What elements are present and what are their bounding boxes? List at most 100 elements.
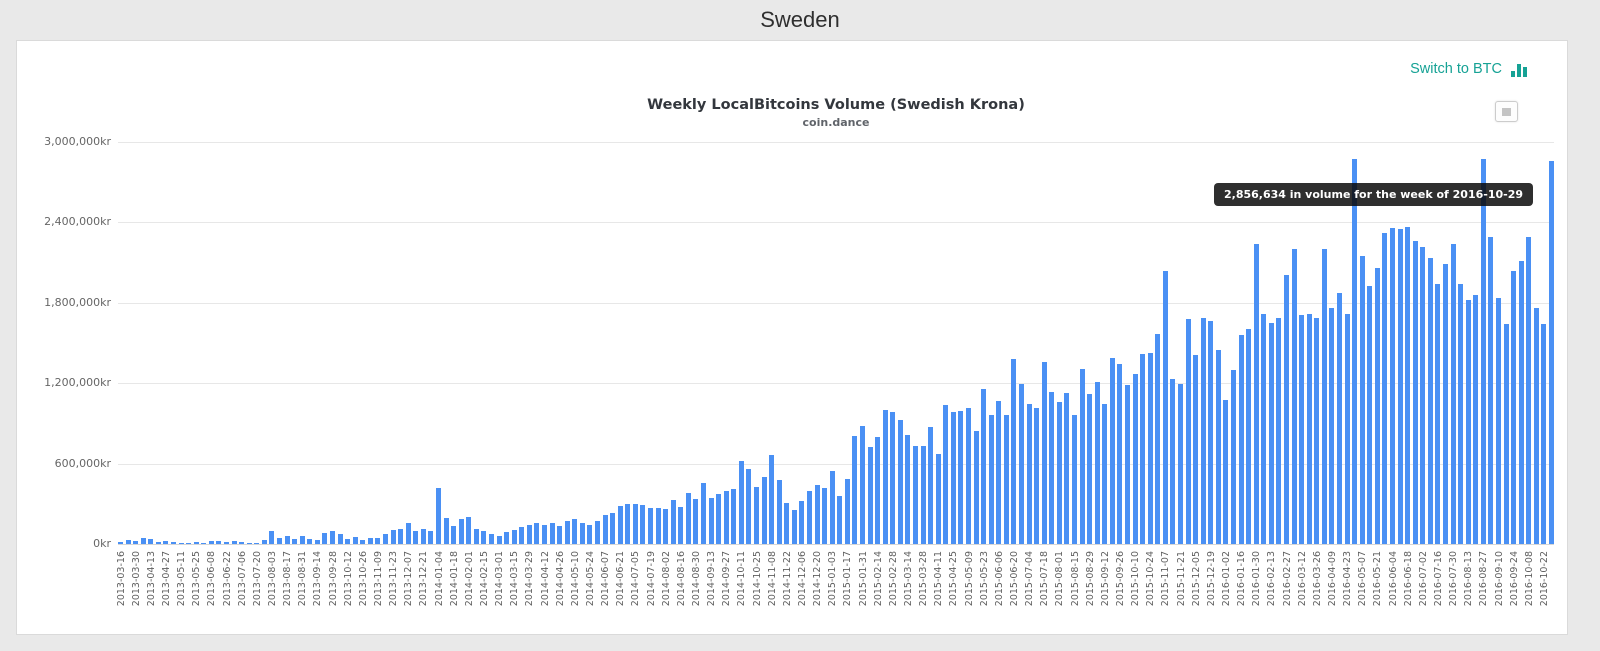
volume-bar[interactable] xyxy=(1329,308,1335,544)
volume-bar[interactable] xyxy=(1314,318,1320,544)
volume-bar[interactable] xyxy=(882,410,888,544)
volume-bar[interactable] xyxy=(723,490,729,544)
volume-bar[interactable] xyxy=(519,526,525,544)
export-menu-button[interactable] xyxy=(1495,101,1518,122)
volume-bar[interactable] xyxy=(754,487,759,544)
volume-bar[interactable] xyxy=(1231,370,1236,544)
volume-bar[interactable] xyxy=(1465,300,1471,544)
volume-bar[interactable] xyxy=(632,504,638,544)
volume-bar[interactable] xyxy=(1268,323,1274,544)
volume-bar[interactable] xyxy=(269,531,275,544)
volume-bar[interactable] xyxy=(140,537,146,544)
volume-bar[interactable] xyxy=(405,522,411,544)
volume-bar[interactable] xyxy=(1215,349,1221,544)
volume-bar[interactable] xyxy=(352,537,358,544)
volume-bar[interactable] xyxy=(133,541,139,544)
volume-bar[interactable] xyxy=(216,541,222,544)
volume-bar[interactable] xyxy=(913,446,918,544)
volume-bar[interactable] xyxy=(966,408,971,544)
volume-bar[interactable] xyxy=(1162,271,1168,544)
volume-bar[interactable] xyxy=(867,446,873,544)
volume-bar[interactable] xyxy=(367,537,373,544)
volume-bar[interactable] xyxy=(958,411,964,544)
volume-bar[interactable] xyxy=(807,490,812,544)
volume-bar[interactable] xyxy=(822,488,828,544)
volume-bar[interactable] xyxy=(1397,229,1403,544)
volume-bar[interactable] xyxy=(1026,403,1032,544)
volume-bar[interactable] xyxy=(1359,256,1365,544)
volume-bar[interactable] xyxy=(897,420,903,544)
volume-bar[interactable] xyxy=(1200,318,1206,544)
volume-bar[interactable] xyxy=(693,498,699,544)
volume-bar[interactable] xyxy=(1003,415,1009,544)
volume-bar[interactable] xyxy=(776,479,782,544)
volume-bar[interactable] xyxy=(307,539,313,544)
volume-bar[interactable] xyxy=(542,524,547,544)
volume-bar[interactable] xyxy=(1072,415,1077,544)
volume-bar[interactable] xyxy=(1549,161,1554,544)
volume-bar[interactable] xyxy=(201,542,207,544)
volume-bar[interactable] xyxy=(1344,314,1350,544)
volume-bar[interactable] xyxy=(458,518,464,544)
volume-bar[interactable] xyxy=(1390,228,1395,544)
volume-bar[interactable] xyxy=(981,388,987,544)
volume-bar[interactable] xyxy=(125,539,131,544)
volume-bar[interactable] xyxy=(1435,284,1441,544)
volume-bar[interactable] xyxy=(496,535,502,544)
volume-bar[interactable] xyxy=(1337,293,1342,544)
volume-bar[interactable] xyxy=(950,412,956,544)
volume-bar[interactable] xyxy=(1450,244,1456,544)
volume-bar[interactable] xyxy=(413,531,419,544)
volume-bar[interactable] xyxy=(1518,260,1524,544)
volume-bar[interactable] xyxy=(1427,258,1433,544)
volume-bar[interactable] xyxy=(155,542,161,544)
volume-bar[interactable] xyxy=(1526,237,1532,544)
volume-bar[interactable] xyxy=(1147,352,1153,544)
volume-bar[interactable] xyxy=(1511,270,1517,544)
volume-bar[interactable] xyxy=(1087,394,1093,544)
volume-bar[interactable] xyxy=(1125,385,1130,544)
volume-bar[interactable] xyxy=(1496,298,1501,544)
volume-bar[interactable] xyxy=(1223,400,1229,544)
volume-bar[interactable] xyxy=(1253,244,1259,544)
volume-bar[interactable] xyxy=(1155,334,1161,544)
volume-bar[interactable] xyxy=(731,489,737,544)
volume-bar[interactable] xyxy=(996,401,1002,544)
volume-bar[interactable] xyxy=(193,542,199,544)
volume-bar[interactable] xyxy=(1352,159,1358,544)
volume-bar[interactable] xyxy=(829,470,835,544)
volume-bar[interactable] xyxy=(1533,308,1539,544)
volume-bar[interactable] xyxy=(685,492,691,544)
volume-bar[interactable] xyxy=(1079,369,1085,544)
volume-bar[interactable] xyxy=(466,517,472,544)
volume-bar[interactable] xyxy=(254,542,260,544)
volume-bar[interactable] xyxy=(875,436,881,544)
volume-bar[interactable] xyxy=(1382,233,1388,544)
volume-bar[interactable] xyxy=(1019,384,1024,544)
volume-bar[interactable] xyxy=(1170,379,1176,544)
volume-bar[interactable] xyxy=(1117,364,1123,544)
volume-bar[interactable] xyxy=(231,541,237,544)
volume-bar[interactable] xyxy=(587,524,593,544)
volume-bar[interactable] xyxy=(1109,358,1115,544)
volume-bar[interactable] xyxy=(1246,329,1252,544)
volume-bar[interactable] xyxy=(489,533,494,544)
volume-bar[interactable] xyxy=(617,506,623,544)
volume-bar[interactable] xyxy=(1094,382,1100,544)
volume-bar[interactable] xyxy=(648,507,653,544)
volume-bar[interactable] xyxy=(988,415,994,544)
volume-bar[interactable] xyxy=(261,539,267,544)
volume-bar[interactable] xyxy=(1374,268,1380,544)
volume-bar[interactable] xyxy=(1102,403,1108,544)
volume-bar[interactable] xyxy=(549,522,555,544)
volume-bar[interactable] xyxy=(1473,295,1479,544)
volume-bar[interactable] xyxy=(920,446,926,544)
volume-bar[interactable] xyxy=(610,512,616,544)
volume-bar[interactable] xyxy=(708,498,714,544)
volume-bar[interactable] xyxy=(943,405,949,544)
volume-bar[interactable] xyxy=(1284,275,1289,544)
volume-bar[interactable] xyxy=(655,507,661,544)
volume-bar[interactable] xyxy=(428,531,434,544)
volume-bar[interactable] xyxy=(171,542,176,544)
volume-bar[interactable] xyxy=(1064,392,1070,544)
